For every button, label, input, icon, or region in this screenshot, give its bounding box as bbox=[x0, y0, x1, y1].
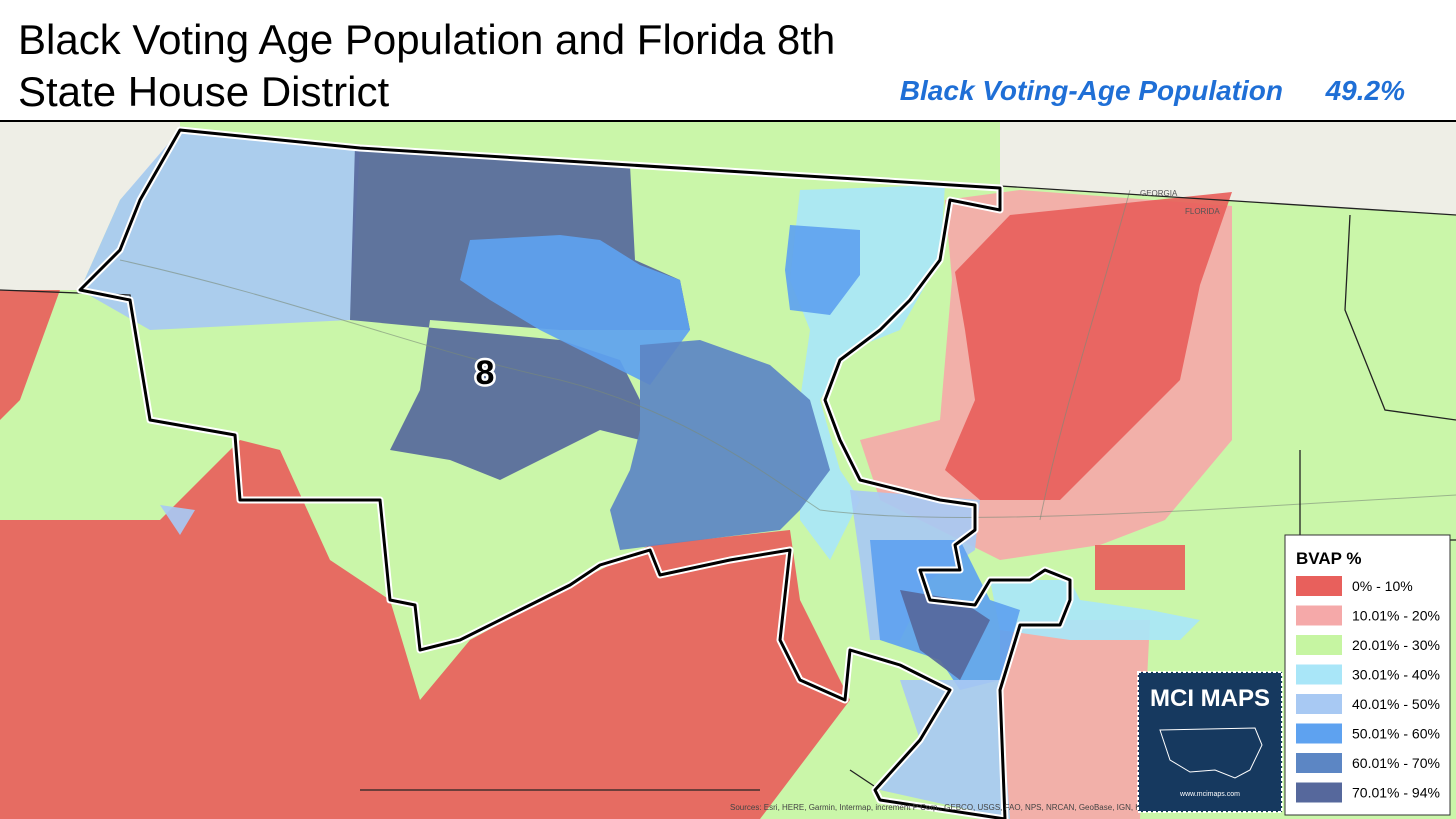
legend-swatch bbox=[1296, 694, 1342, 714]
title: State House District bbox=[18, 68, 389, 115]
district-outline bbox=[78, 128, 1072, 819]
logo-box bbox=[1137, 671, 1283, 813]
legend-swatch bbox=[1296, 635, 1342, 655]
legend-title: BVAP % bbox=[1296, 549, 1362, 568]
georgia-area bbox=[0, 121, 180, 290]
legend-label: 70.01% - 94% bbox=[1352, 785, 1440, 801]
road bbox=[1039, 189, 1131, 521]
region bbox=[785, 225, 860, 315]
logo: MCI MAPS www.mcimaps.com bbox=[1137, 671, 1283, 813]
region bbox=[900, 590, 990, 680]
county-line bbox=[1344, 214, 1456, 421]
logo-title: MCI MAPS bbox=[1150, 685, 1270, 712]
legend-swatch bbox=[1296, 576, 1342, 596]
legend-swatch bbox=[1296, 753, 1342, 773]
legend-label: 60.01% - 70% bbox=[1352, 755, 1440, 771]
legend-swatch bbox=[1296, 664, 1342, 685]
legend: BVAP % 0% - 10% 10.01% - 20% 20.01% - 30% 3… bbox=[1284, 534, 1451, 816]
road bbox=[119, 259, 1456, 518]
legend-swatch bbox=[1296, 723, 1342, 744]
georgia-area bbox=[1000, 121, 1456, 215]
region bbox=[0, 440, 850, 819]
state-label: FLORIDA bbox=[1185, 207, 1220, 216]
district-label: 8 bbox=[476, 354, 495, 392]
title: Black Voting Age Population and Florida … bbox=[18, 16, 835, 63]
legend-swatch bbox=[1296, 605, 1342, 626]
region bbox=[610, 340, 830, 550]
region bbox=[1095, 545, 1185, 590]
header bbox=[0, 0, 1456, 121]
legend-label: 30.01% - 40% bbox=[1352, 667, 1440, 683]
region bbox=[880, 680, 1010, 819]
logo-us-map bbox=[1159, 727, 1263, 779]
region bbox=[945, 192, 1232, 500]
map: GEORGIA FLORIDA 8 Sources: Esri, HERE, G… bbox=[0, 121, 1456, 819]
region bbox=[0, 290, 60, 420]
legend-swatch bbox=[1296, 782, 1342, 803]
legend-label: 40.01% - 50% bbox=[1352, 696, 1440, 712]
legend-label: 50.01% - 60% bbox=[1352, 726, 1440, 742]
stat-label: Black Voting-Age Population bbox=[900, 75, 1283, 106]
state-label: GEORGIA bbox=[1140, 189, 1178, 198]
legend-label: 20.01% - 30% bbox=[1352, 637, 1440, 653]
region bbox=[460, 235, 690, 385]
region bbox=[160, 505, 195, 535]
attribution: Sources: Esri, HERE, Garmin, Intermap, i… bbox=[730, 803, 1246, 812]
logo-url: www.mcimaps.com bbox=[1179, 791, 1240, 798]
legend-label: 0% - 10% bbox=[1352, 578, 1413, 594]
region bbox=[1000, 620, 1150, 819]
legend-label: 10.01% - 20% bbox=[1352, 608, 1440, 624]
state-line bbox=[999, 185, 1456, 216]
stat-value: 49.2% bbox=[1325, 75, 1405, 106]
